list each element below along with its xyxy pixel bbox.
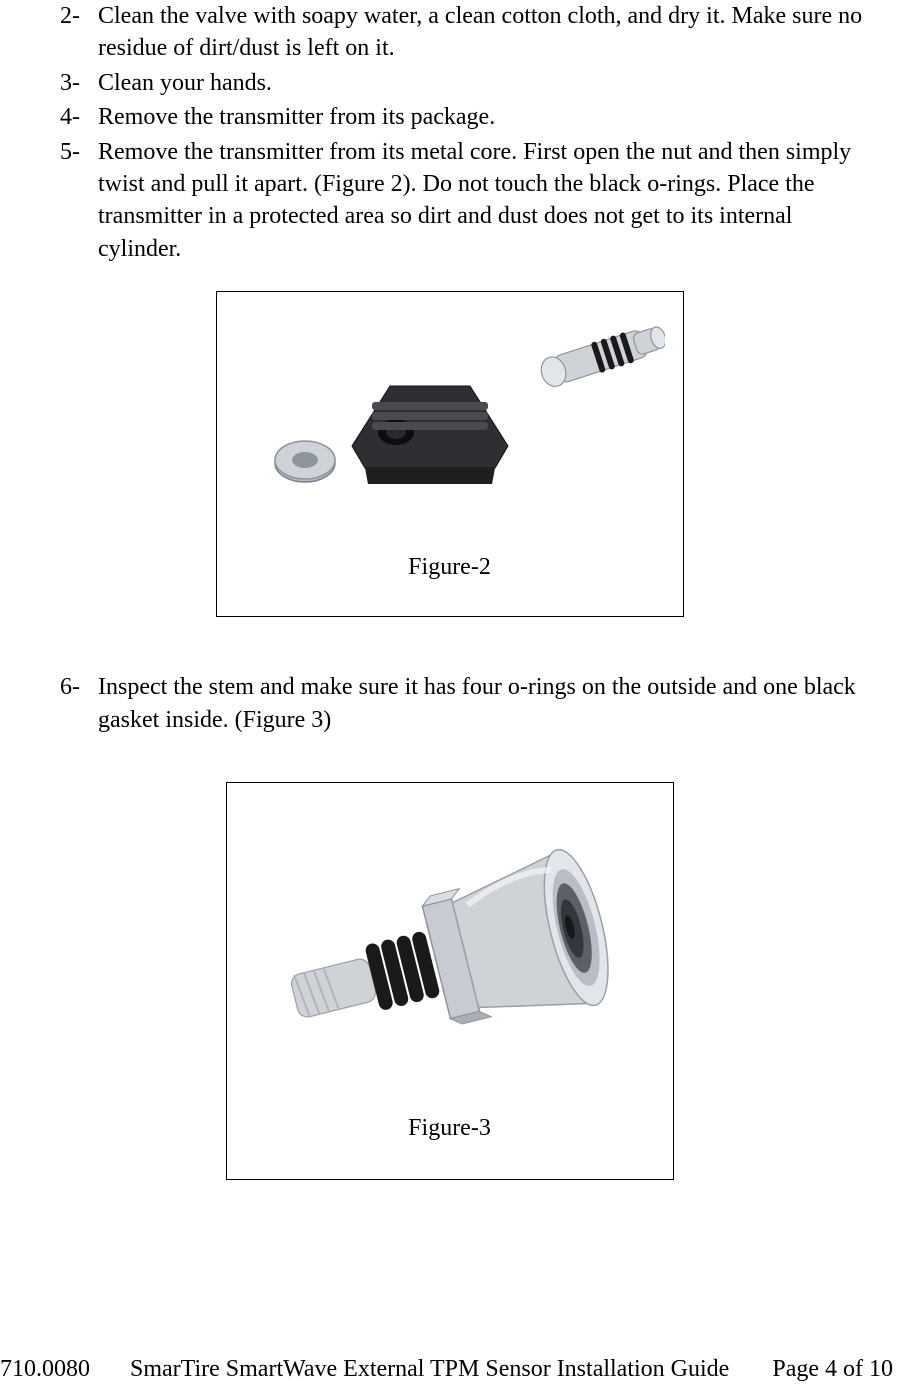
figure-3-image (227, 791, 673, 1107)
step-number: 3- (60, 67, 98, 99)
step-2: 2- Clean the valve with soapy water, a c… (60, 0, 869, 65)
instruction-list-continued: 6- Inspect the stem and make sure it has… (30, 671, 869, 736)
step-4: 4- Remove the transmitter from its packa… (60, 101, 869, 133)
doc-number: 710.0080 (0, 1356, 90, 1383)
figure-2: Figure-2 (216, 291, 684, 617)
step-text: Remove the transmitter from its metal co… (98, 136, 869, 266)
step-3: 3- Clean your hands. (60, 67, 869, 99)
step-text: Clean your hands. (98, 67, 869, 99)
step-number: 6- (60, 671, 98, 736)
step-text: Clean the valve with soapy water, a clea… (98, 0, 869, 65)
step-5: 5- Remove the transmitter from its metal… (60, 136, 869, 266)
figure-3-caption: Figure-3 (227, 1115, 673, 1142)
stem-assembly-icon (275, 844, 620, 1076)
doc-title: SmarTire SmartWave External TPM Sensor I… (90, 1356, 772, 1383)
step-6: 6- Inspect the stem and make sure it has… (60, 671, 869, 736)
transmitter-body-icon (352, 386, 508, 484)
step-text: Remove the transmitter from its package. (98, 101, 869, 133)
stem-icon (537, 320, 665, 390)
nut-icon (275, 441, 335, 482)
step-number: 2- (60, 0, 98, 65)
page-number: Page 4 of 10 (772, 1356, 895, 1383)
step-number: 4- (60, 101, 98, 133)
figure-2-image (217, 300, 683, 546)
instruction-list: 2- Clean the valve with soapy water, a c… (30, 0, 869, 265)
figure-2-caption: Figure-2 (217, 554, 683, 581)
step-number: 5- (60, 136, 98, 266)
step-text: Inspect the stem and make sure it has fo… (98, 671, 869, 736)
page-footer: 710.0080 SmarTire SmartWave External TPM… (0, 1356, 899, 1383)
figure-3: Figure-3 (226, 782, 674, 1180)
